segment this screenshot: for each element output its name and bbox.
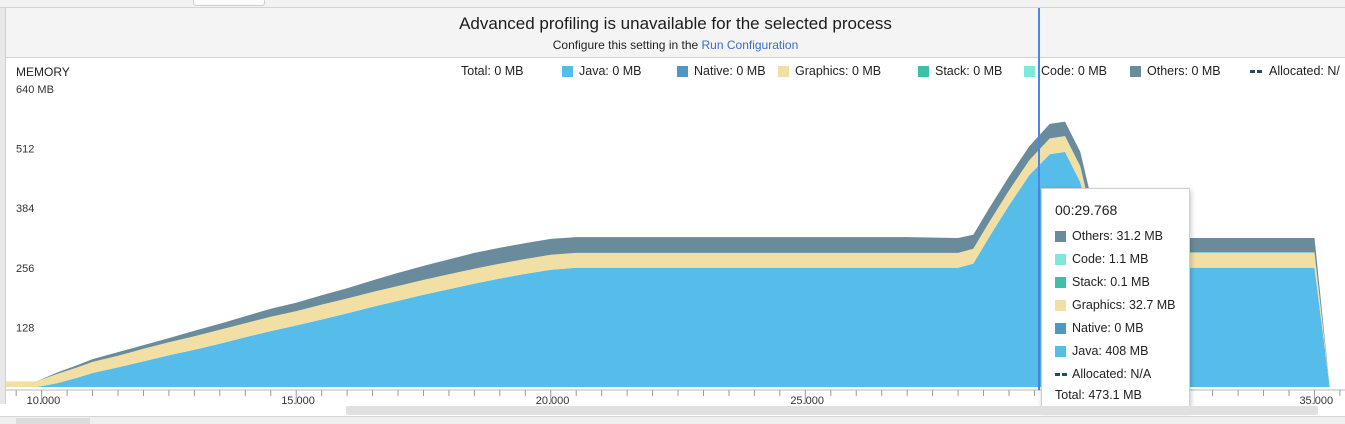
memory-tooltip: 00:29.768 Total: 473.1 MB Others: 31.2 M…	[1041, 188, 1190, 411]
bottom-tab-strip	[0, 416, 1345, 424]
tooltip-swatch-java	[1055, 346, 1066, 357]
x-tick-label: 35.000	[1299, 395, 1333, 407]
series-area-java	[6, 151, 1330, 387]
legend-swatch-code	[1024, 66, 1035, 77]
tooltip-swatch-others	[1055, 231, 1066, 242]
tooltip-swatch-allocated	[1055, 373, 1067, 376]
toolbar-tab[interactable]	[193, 0, 265, 6]
banner-subtitle-prefix: Configure this setting in the	[552, 38, 702, 52]
legend-label-code: Code: 0 MB	[1041, 64, 1108, 78]
bottom-tab[interactable]	[16, 418, 90, 424]
tooltip-text-stack: Stack: 0.1 MB	[1072, 275, 1150, 289]
legend-label-stack: Stack: 0 MB	[935, 64, 1003, 78]
tooltip-text-allocated: Allocated: N/A	[1072, 367, 1152, 381]
y-tick-label: 384	[16, 203, 34, 215]
legend-swatch-graphics	[778, 66, 789, 77]
legend-swatch-java	[562, 66, 573, 77]
legend-swatch-native	[677, 66, 688, 77]
left-panel-edge	[0, 8, 6, 404]
series-area-graphics	[6, 136, 1330, 387]
banner-title: Advanced profiling is unavailable for th…	[459, 14, 892, 33]
tooltip-swatch-code	[1055, 254, 1066, 265]
x-tick-label: 15.000	[281, 395, 315, 407]
top-tab-strip	[0, 0, 1345, 8]
tooltip-time: 00:29.768	[1055, 202, 1118, 218]
tooltip-text-native: Native: 0 MB	[1072, 321, 1144, 335]
y-tick-label: 512	[16, 144, 34, 156]
banner-subtitle: Configure this setting in the Run Config…	[6, 38, 1345, 52]
legend-swatch-stack	[918, 66, 929, 77]
legend-label-others: Others: 0 MB	[1147, 64, 1221, 78]
tooltip-text-graphics: Graphics: 32.7 MB	[1072, 298, 1176, 312]
legend-label-total: Total: 0 MB	[461, 64, 524, 78]
legend-label-native: Native: 0 MB	[694, 64, 766, 78]
legend-label-allocated: Allocated: N/	[1269, 64, 1340, 78]
run-configuration-link[interactable]: Run Configuration	[701, 38, 799, 52]
x-tick-label: 10.000	[27, 395, 61, 407]
legend-label-graphics: Graphics: 0 MB	[795, 64, 882, 78]
tooltip-swatch-graphics	[1055, 300, 1066, 311]
profiling-unavailable-banner: Advanced profiling is unavailable for th…	[6, 8, 1345, 58]
x-tick-label: 20.000	[536, 395, 570, 407]
tooltip-text-java: Java: 408 MB	[1072, 344, 1149, 358]
tooltip-total: Total: 473.1 MB	[1055, 388, 1142, 402]
tooltip-swatch-stack	[1055, 277, 1066, 288]
x-tick-label: 25.000	[790, 395, 824, 407]
legend-label-java: Java: 0 MB	[579, 64, 642, 78]
y-tick-label: 256	[16, 263, 34, 275]
y-tick-label: 640 MB	[16, 84, 54, 96]
timeline-cursor[interactable]	[1038, 8, 1040, 390]
tooltip-text-code: Code: 1.1 MB	[1072, 252, 1149, 266]
tooltip-swatch-native	[1055, 323, 1066, 334]
chart-title: MEMORY	[16, 65, 70, 79]
horizontal-scrollbar[interactable]	[346, 406, 1318, 415]
legend-swatch-allocated	[1250, 70, 1262, 73]
tooltip-text-others: Others: 31.2 MB	[1072, 229, 1164, 243]
legend-swatch-others	[1130, 66, 1141, 77]
y-tick-label: 128	[16, 322, 34, 334]
